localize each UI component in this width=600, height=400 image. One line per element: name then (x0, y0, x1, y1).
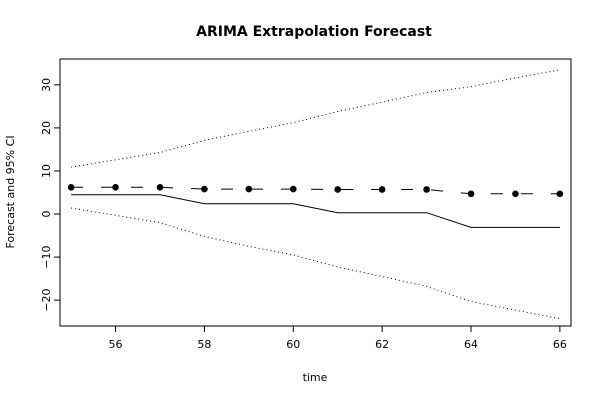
y-axis-label: Forecast and 95% CI (4, 135, 17, 248)
forecast-point (67, 184, 75, 191)
forecast-point (556, 190, 564, 198)
x-tick-label: 66 (553, 338, 567, 351)
x-tick-label: 64 (464, 338, 478, 351)
forecast-point (156, 184, 164, 191)
x-tick-label: 58 (197, 338, 211, 351)
y-tick-label: 10 (40, 164, 53, 178)
y-tick-label: 30 (40, 78, 53, 92)
x-tick-label: 56 (109, 338, 123, 351)
forecast-point (245, 185, 253, 193)
series-4-line (71, 207, 560, 320)
series-2-line (71, 194, 560, 228)
y-tick-label: 20 (40, 121, 53, 135)
y-axis: −20 −10 0 10 20 30 (40, 78, 60, 312)
series-layer (67, 69, 564, 320)
y-tick-label: −20 (40, 289, 53, 312)
y-tick-label: −10 (40, 245, 53, 268)
x-axis-label: time (303, 371, 328, 384)
forecast-point (467, 190, 475, 198)
forecast-point (289, 185, 297, 193)
series-3-line (71, 69, 560, 168)
plot-frame (59, 58, 572, 327)
x-tick-label: 62 (375, 338, 389, 351)
x-tick-label: 60 (286, 338, 300, 351)
x-axis: 56 58 60 62 64 66 (109, 326, 567, 351)
forecast-point (112, 184, 119, 191)
forecast-point (512, 190, 519, 198)
y-tick-label: 0 (40, 211, 53, 218)
forecast-point (201, 185, 208, 193)
series-1-line (71, 186, 560, 195)
forecast-point (378, 186, 386, 193)
chart-title: ARIMA Extrapolation Forecast (196, 24, 432, 40)
forecast-point (334, 186, 342, 193)
forecast-point (423, 186, 430, 193)
